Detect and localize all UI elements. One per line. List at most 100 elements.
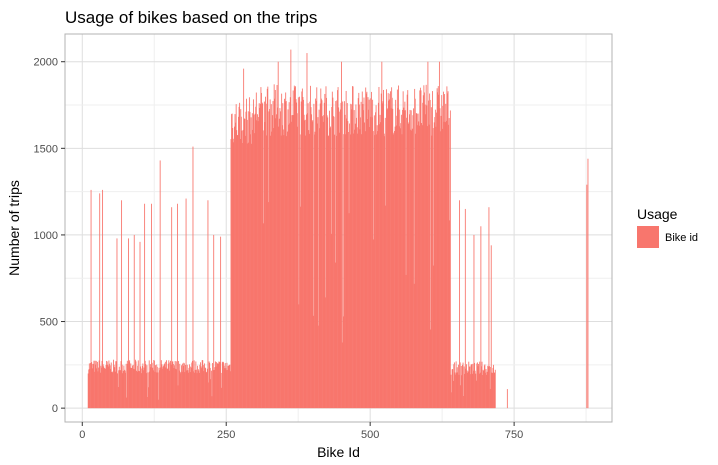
bar xyxy=(376,134,378,409)
bar xyxy=(449,220,451,409)
bar xyxy=(455,361,457,409)
bar xyxy=(453,364,455,409)
bar xyxy=(446,86,448,409)
bar xyxy=(168,360,170,409)
bar xyxy=(94,371,95,409)
bar xyxy=(406,94,408,409)
bar xyxy=(470,374,471,409)
bar xyxy=(337,90,338,409)
bar xyxy=(224,368,226,409)
bar xyxy=(135,361,137,409)
bar xyxy=(494,372,496,409)
bar xyxy=(131,367,133,409)
bar xyxy=(337,87,339,409)
bar xyxy=(275,118,277,409)
bar xyxy=(356,117,357,409)
bar xyxy=(117,373,118,409)
bar xyxy=(371,117,373,409)
bar xyxy=(422,95,424,409)
bar xyxy=(239,102,241,409)
bar xyxy=(486,374,488,409)
bar xyxy=(341,342,343,409)
bar xyxy=(190,366,192,409)
bar xyxy=(493,364,494,409)
bar xyxy=(318,325,319,409)
bar xyxy=(299,96,300,409)
bar xyxy=(347,121,349,409)
bar xyxy=(282,129,284,409)
bar xyxy=(129,360,131,409)
bar xyxy=(171,361,173,409)
bar xyxy=(274,98,276,409)
bar xyxy=(368,99,370,409)
bar xyxy=(93,360,95,409)
bar xyxy=(389,93,391,409)
bar xyxy=(409,109,411,409)
bar xyxy=(376,125,378,409)
bar xyxy=(290,49,292,409)
bar xyxy=(326,97,327,409)
bar xyxy=(109,363,110,409)
bar xyxy=(258,103,260,409)
bar xyxy=(289,123,291,409)
bar xyxy=(437,86,439,409)
bar xyxy=(426,126,428,409)
bar xyxy=(360,101,362,409)
bar xyxy=(395,99,397,409)
bar xyxy=(200,366,202,409)
bar xyxy=(236,130,238,409)
bar xyxy=(411,130,413,409)
bar xyxy=(191,360,193,409)
bar xyxy=(464,208,466,409)
bar xyxy=(219,362,221,409)
bar xyxy=(187,370,189,409)
bar xyxy=(102,364,104,409)
bar xyxy=(333,116,334,409)
bar xyxy=(175,361,177,409)
bar xyxy=(252,99,254,409)
bar xyxy=(374,135,376,409)
bar xyxy=(390,108,392,409)
bar xyxy=(220,236,222,409)
bar xyxy=(386,89,387,409)
bar xyxy=(319,128,321,409)
bar xyxy=(394,126,396,409)
bar xyxy=(295,86,296,409)
bar xyxy=(189,364,190,409)
bar xyxy=(424,92,425,409)
chart-title: Usage of bikes based on the trips xyxy=(65,8,317,27)
bar xyxy=(164,361,166,409)
bar xyxy=(144,360,146,409)
bar xyxy=(420,90,422,409)
bar xyxy=(209,362,211,409)
bar xyxy=(91,362,93,409)
bar xyxy=(461,375,463,409)
bar xyxy=(360,117,361,409)
bar xyxy=(164,363,166,409)
bar xyxy=(237,135,239,409)
bar xyxy=(239,139,241,409)
bar xyxy=(458,374,460,409)
bar xyxy=(289,97,291,409)
bar xyxy=(349,123,351,409)
y-axis-ticks: 0 500 1000 1500 2000 xyxy=(34,57,65,415)
bar xyxy=(407,123,409,409)
bar xyxy=(276,114,277,409)
bar xyxy=(202,360,204,409)
bar xyxy=(344,114,346,409)
bar xyxy=(260,87,262,409)
bar xyxy=(115,361,117,409)
bar xyxy=(143,370,144,409)
bar xyxy=(300,206,302,409)
bar xyxy=(242,143,243,409)
bar xyxy=(183,362,185,409)
bar xyxy=(202,365,204,409)
bar xyxy=(467,371,469,409)
bar xyxy=(312,315,314,409)
bar xyxy=(489,388,491,409)
bar xyxy=(335,135,337,409)
bar xyxy=(363,97,365,409)
bar xyxy=(216,362,218,409)
bar xyxy=(100,367,102,409)
bar xyxy=(281,125,283,409)
